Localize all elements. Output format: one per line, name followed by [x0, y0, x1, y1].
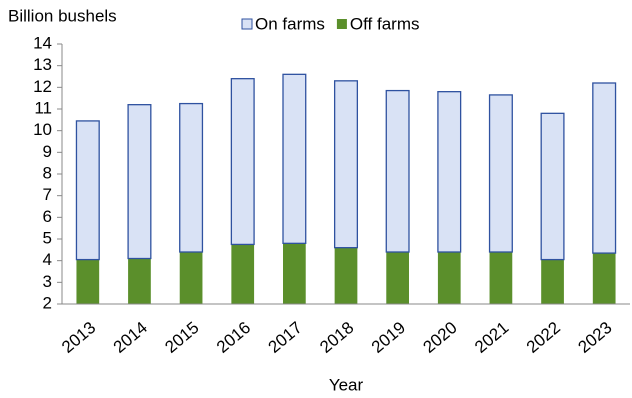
x-axis-title: Year [329, 375, 364, 394]
legend-label: On farms [255, 14, 325, 33]
x-tick-label: 2021 [471, 318, 512, 357]
bar-segment [592, 82, 617, 254]
bar-segment [283, 243, 306, 304]
x-tick-label: 2022 [523, 318, 564, 357]
x-tick-label: 2014 [110, 318, 151, 357]
x-tick-label: 2016 [213, 318, 254, 357]
bar-segment [76, 259, 100, 304]
bar-segment [488, 94, 513, 253]
x-tick-label: 2018 [316, 318, 357, 357]
y-tick-label: 11 [34, 98, 52, 117]
x-tick-label: 2023 [574, 318, 615, 357]
bar-segment [386, 252, 409, 304]
y-axis-title: Billion bushels [8, 6, 117, 25]
y-tick-label: 9 [43, 142, 52, 161]
bar-segment [333, 80, 359, 249]
y-tick-label: 5 [43, 228, 52, 247]
y-tick-label: 13 [33, 55, 52, 74]
y-tick-label: 2 [43, 293, 52, 312]
bar-segment [231, 244, 255, 304]
bar-segment [437, 252, 461, 304]
x-tick-label: 2017 [265, 318, 306, 357]
legend-label: Off farms [350, 14, 420, 33]
bar-segment [592, 253, 616, 304]
bar-segment [334, 247, 358, 304]
bar-segment [127, 104, 152, 260]
y-tick-label: 6 [43, 207, 52, 226]
bar-segment [75, 120, 100, 261]
bar-segment [385, 89, 410, 253]
legend-swatch [336, 19, 347, 29]
bar-segment [489, 252, 513, 304]
y-tick-label: 3 [43, 272, 52, 291]
y-tick-label: 10 [33, 120, 52, 139]
x-tick-label: 2013 [58, 318, 99, 357]
y-tick-label: 8 [43, 163, 52, 182]
bar-segment [179, 102, 204, 253]
x-tick-label: 2019 [368, 318, 409, 357]
legend-swatch [241, 18, 253, 30]
bar-segment [179, 252, 203, 304]
x-tick-label: 2015 [161, 318, 202, 357]
bar-segment [437, 91, 462, 253]
bar-segment [282, 73, 307, 244]
bar-segment [230, 78, 255, 246]
bar-segment [128, 258, 151, 304]
x-tick-label: 2020 [420, 318, 461, 357]
y-tick-label: 12 [33, 77, 52, 96]
bar-segment [540, 112, 565, 261]
bar-segment [541, 259, 564, 304]
y-tick-label: 14 [33, 33, 52, 52]
y-tick-label: 4 [43, 250, 52, 269]
y-tick-label: 7 [43, 185, 52, 204]
